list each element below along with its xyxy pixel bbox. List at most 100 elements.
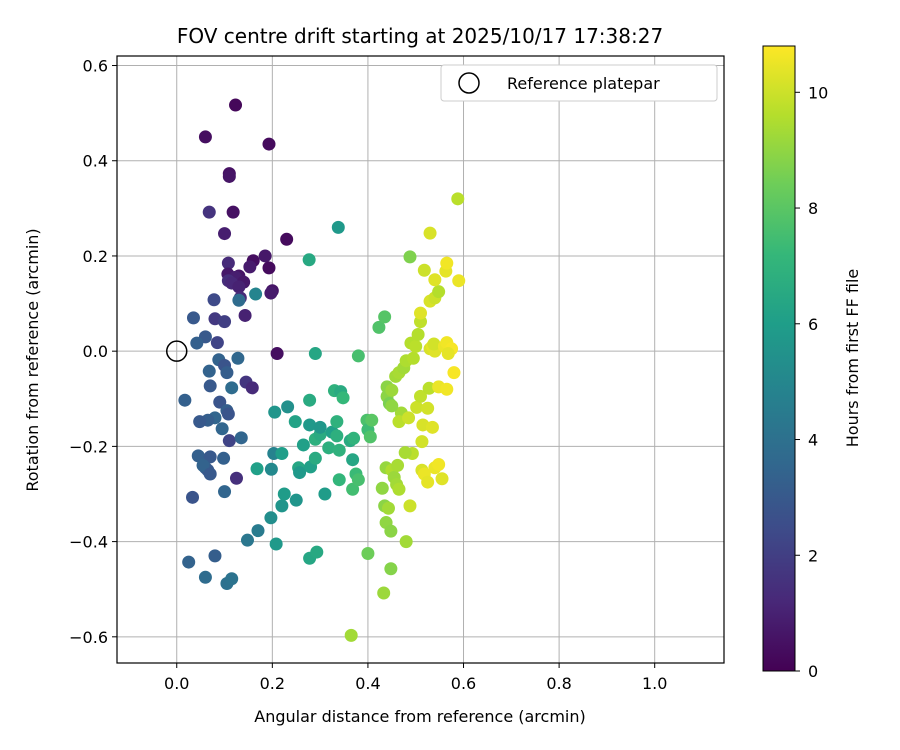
data-point (269, 537, 283, 551)
data-point (231, 351, 245, 365)
data-point (232, 280, 246, 294)
x-tick-label: 0.8 (546, 674, 571, 693)
data-point (226, 205, 240, 219)
y-tick-label: −0.6 (69, 628, 108, 647)
legend-box (440, 64, 718, 102)
data-point (417, 263, 431, 277)
data-point (351, 349, 365, 363)
data-point (232, 293, 246, 307)
data-point (288, 415, 302, 429)
data-point (264, 462, 278, 476)
data-point (245, 381, 259, 395)
data-point (330, 415, 344, 429)
data-point (385, 383, 399, 397)
data-point (293, 466, 307, 480)
colorbar-ticks: 0 2 4 6 8 10 (795, 83, 828, 681)
y-tick-label: 0.6 (83, 57, 108, 76)
colorbar-tick-label: 2 (808, 546, 818, 565)
x-tick-label: 0.2 (260, 674, 285, 693)
data-point (375, 481, 389, 495)
data-point (409, 339, 423, 353)
data-point (385, 399, 399, 413)
data-point (421, 475, 435, 489)
data-point (384, 562, 398, 576)
y-axis-label: Rotation from reference (arcmin) (23, 228, 42, 491)
data-point (202, 364, 216, 378)
data-point (440, 256, 454, 270)
data-point (398, 446, 412, 460)
data-point (351, 473, 365, 487)
colorbar-tick-label: 10 (808, 83, 828, 102)
y-tick-label: 0.2 (83, 247, 108, 266)
data-point (186, 490, 200, 504)
y-tick-label: −0.2 (69, 437, 108, 456)
data-point (347, 431, 361, 445)
data-point (281, 400, 295, 414)
colorbar: 0 2 4 6 8 10 Hours from first FF file (762, 45, 862, 681)
data-point (264, 286, 278, 300)
data-point (190, 336, 204, 350)
data-point (182, 555, 196, 569)
data-point (198, 130, 212, 144)
data-point (402, 411, 416, 425)
data-point (378, 310, 392, 324)
data-point (251, 524, 265, 538)
data-point (234, 431, 248, 445)
data-point (264, 511, 278, 525)
data-point (222, 434, 236, 448)
legend-label: Reference platepar (507, 74, 660, 93)
data-point (441, 347, 455, 361)
data-point (222, 169, 236, 183)
data-point (346, 453, 360, 467)
data-point (207, 293, 221, 307)
data-point (336, 391, 350, 405)
data-point (275, 447, 289, 461)
grid (117, 56, 724, 663)
data-point (249, 287, 263, 301)
x-tick-label: 0.0 (164, 674, 189, 693)
data-point (452, 274, 466, 288)
data-point (313, 420, 327, 434)
x-axis-label: Angular distance from reference (arcmin) (254, 707, 585, 726)
data-point (268, 405, 282, 419)
data-point (213, 395, 227, 409)
data-point (262, 137, 276, 151)
data-point (308, 347, 322, 361)
data-point (225, 381, 239, 395)
data-point (365, 413, 379, 427)
data-point (440, 382, 454, 396)
data-point (218, 315, 232, 329)
data-point (410, 400, 424, 414)
data-point (447, 366, 461, 380)
data-point (423, 226, 437, 240)
data-point (422, 381, 436, 395)
colorbar-tick-label: 4 (808, 431, 818, 450)
data-point (361, 547, 375, 561)
data-point (372, 320, 386, 334)
data-point (415, 435, 429, 449)
data-point (403, 250, 417, 264)
data-point (331, 220, 345, 234)
data-point (218, 485, 232, 499)
data-point (332, 443, 346, 457)
data-point (275, 499, 289, 513)
colorbar-tick-label: 6 (808, 315, 818, 334)
data-point (303, 393, 317, 407)
data-points (178, 98, 466, 642)
data-point (392, 482, 406, 496)
data-point (277, 487, 291, 501)
data-point (178, 393, 192, 407)
data-point (296, 438, 310, 452)
data-point (229, 98, 243, 112)
data-point (308, 451, 322, 465)
colorbar-tick-label: 8 (808, 199, 818, 218)
data-point (186, 311, 200, 325)
data-point (280, 232, 294, 246)
data-point (330, 429, 344, 443)
data-point (384, 524, 398, 538)
legend: Reference platepar (440, 64, 718, 102)
legend-marker (458, 72, 480, 94)
data-point (425, 420, 439, 434)
y-tick-label: 0.4 (83, 152, 108, 171)
